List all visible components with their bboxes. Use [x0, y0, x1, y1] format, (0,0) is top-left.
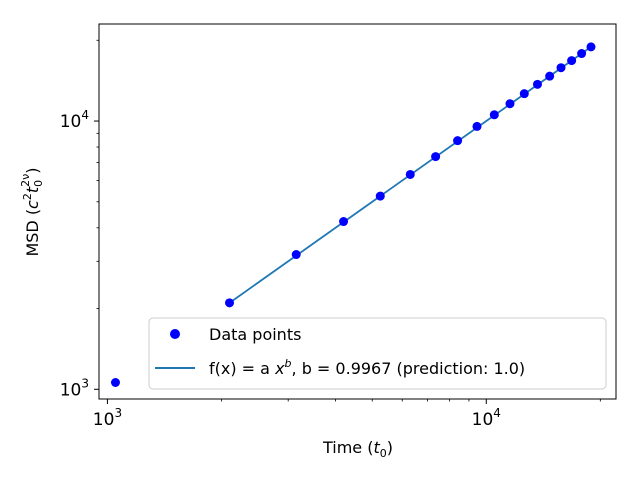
x-tick-label-base: 10	[472, 410, 494, 430]
data-point	[291, 250, 301, 260]
legend-fit-sup: b	[285, 357, 292, 370]
legend-label-data-points: Data points	[209, 325, 301, 344]
legend-marker-data-points	[170, 329, 180, 339]
data-point	[489, 110, 499, 120]
y-axis-label-base: MSD (	[23, 209, 42, 257]
legend: Data points f(x) = a xb, b = 0.9967 (pre…	[148, 317, 607, 390]
data-point	[225, 298, 235, 308]
data-point	[339, 217, 349, 227]
y-axis-label-tail: )	[23, 167, 42, 173]
data-point	[586, 42, 596, 52]
y-tick-label-exp: 3	[81, 376, 89, 390]
data-point	[405, 169, 415, 179]
data-point	[472, 121, 482, 131]
x-tick-label: 104	[472, 406, 501, 430]
y-axis-label-t-sup: 2ν	[19, 174, 32, 187]
x-axis-label-sub: 0	[380, 447, 387, 460]
data-point	[519, 89, 529, 99]
plot-area	[110, 42, 596, 387]
data-point	[556, 63, 566, 73]
x-tick-label: 103	[93, 406, 122, 430]
y-tick-label: 104	[60, 108, 89, 132]
data-point	[453, 136, 463, 146]
data-point	[567, 56, 577, 66]
x-axis-label: Time (t0)	[322, 438, 393, 460]
legend-box	[148, 317, 607, 390]
x-tick-label-exp: 4	[493, 406, 501, 420]
y-axis-label-t-sub: 0	[32, 180, 45, 187]
y-tick-label: 103	[60, 376, 89, 400]
y-tick-label-base: 10	[60, 380, 82, 400]
data-point	[532, 79, 542, 89]
data-point	[375, 191, 385, 201]
y-tick-label-base: 10	[60, 112, 82, 132]
x-axis-label-tail: )	[387, 438, 393, 457]
data-point	[577, 49, 587, 59]
data-point	[431, 152, 441, 162]
x-axis-label-var: t	[373, 438, 380, 457]
legend-fit-prefix: f(x) = a	[209, 359, 275, 378]
y-axis-label: MSD (c2t02ν)	[19, 167, 45, 256]
x-tick-label-exp: 3	[114, 406, 122, 420]
x-tick-label-base: 10	[93, 410, 115, 430]
y-axis-label-c-sup: 2	[21, 193, 34, 200]
axes-frame	[98, 23, 617, 400]
y-axis-label-t: t	[23, 186, 42, 193]
x-axis-label-base: Time (	[322, 438, 373, 457]
legend-fit-var: x	[274, 359, 285, 378]
legend-fit-suffix: , b = 0.9967 (prediction: 1.0)	[292, 359, 526, 378]
data-point	[110, 378, 120, 387]
data-point	[545, 71, 555, 81]
data-point	[505, 99, 515, 109]
legend-label-fit: f(x) = a xb, b = 0.9967 (prediction: 1.0…	[209, 357, 525, 378]
y-axis-label-c: c	[23, 200, 42, 209]
y-tick-label-exp: 4	[81, 108, 89, 122]
